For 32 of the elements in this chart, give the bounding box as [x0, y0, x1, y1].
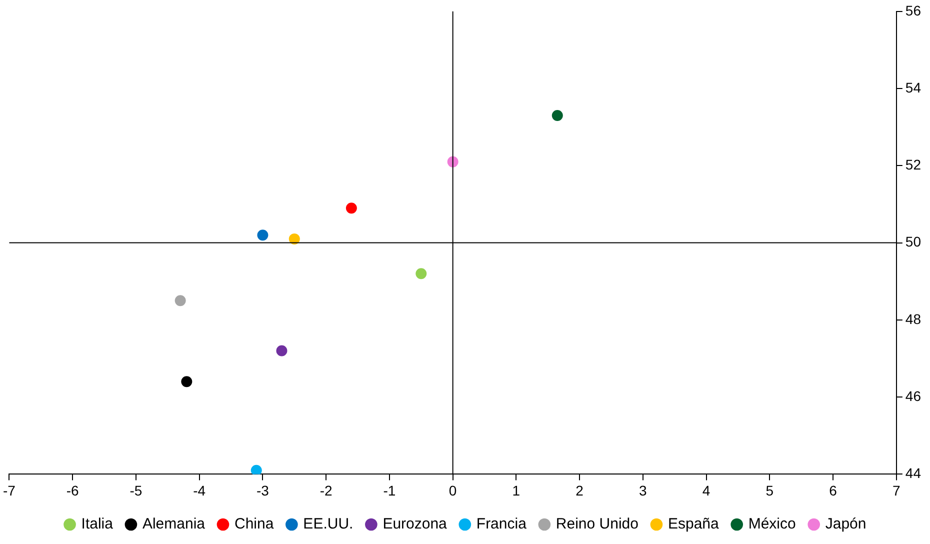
legend-label: China	[234, 516, 274, 533]
x-tick-label: 1	[512, 482, 520, 498]
legend-label: México	[748, 516, 796, 533]
x-tick-label: -5	[130, 482, 142, 498]
x-tick-label: 3	[639, 482, 648, 498]
x-tick-label: 0	[448, 482, 457, 498]
x-tick-label: -1	[383, 482, 396, 498]
y-tick-label: 54	[905, 79, 922, 96]
y-tick-label: 46	[905, 388, 922, 404]
legend-label: Alemania	[142, 516, 206, 533]
x-tick-label: 4	[702, 482, 710, 498]
legend-label: España	[668, 516, 720, 533]
x-tick-label: -7	[3, 482, 16, 498]
legend-label: EE.UU.	[303, 516, 354, 533]
x-tick-label: -6	[66, 482, 80, 498]
y-tick-label: 50	[905, 234, 922, 250]
x-tick-label: 6	[829, 482, 838, 498]
x-tick-label: 5	[766, 482, 774, 498]
legend-label: Eurozona	[382, 516, 448, 533]
legend-label: Italia	[81, 516, 114, 533]
x-tick-label: 7	[892, 482, 901, 498]
x-tick-label: -2	[320, 482, 333, 498]
y-tick-label: 52	[905, 156, 922, 173]
y-tick-label: 44	[905, 465, 922, 482]
x-tick-label: 2	[576, 482, 584, 498]
y-tick-label: 48	[905, 310, 922, 327]
legend-label: Reino Unido	[556, 516, 638, 533]
x-tick-label: -4	[193, 482, 206, 498]
legend-label: Japón	[825, 516, 866, 533]
y-tick-label: 56	[905, 2, 922, 18]
x-tick-label: -3	[256, 482, 270, 498]
legend-label: Francia	[476, 516, 528, 533]
